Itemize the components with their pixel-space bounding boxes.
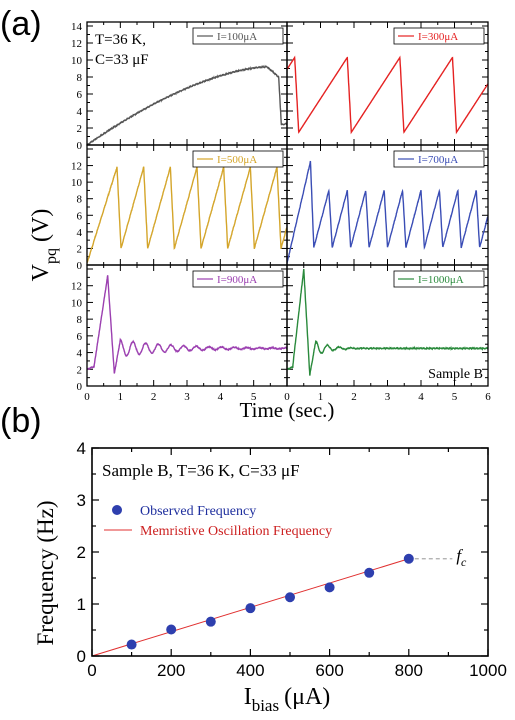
panel-a-legend-label: I=1000μA xyxy=(418,274,464,286)
panel-a-xtick-label: 5 xyxy=(251,391,257,403)
panel-b-xtick-label: 600 xyxy=(315,661,343,680)
panel-b-legend-marker xyxy=(112,505,122,515)
panel-b-ytick-label: 2 xyxy=(77,543,86,562)
panel-a-xtick-label: 4 xyxy=(418,391,424,403)
panel-a-xtick-label: 2 xyxy=(151,391,157,403)
panel-a-xtick-label: 2 xyxy=(351,391,357,403)
panel-b-ytick-label: 1 xyxy=(77,595,86,614)
panel-a-ytick-label: 4 xyxy=(77,106,83,118)
panel-a-ylabel-unit: (V) xyxy=(28,209,54,242)
panel-a-ytick-label: 12 xyxy=(71,161,82,173)
panel-a-sample-label: Sample B xyxy=(428,367,483,382)
panel-b-data-point xyxy=(364,567,375,578)
panel-a-xtick-label: 4 xyxy=(218,391,224,403)
panel-b-xlabel-main: I xyxy=(244,684,252,710)
panel-b-xlabel-sub: bias xyxy=(252,696,279,715)
panel-a-ytick-label: 10 xyxy=(71,297,83,309)
panel-a-ytick-label: 0 xyxy=(77,140,83,152)
panel-b-xtick-label: 400 xyxy=(236,661,264,680)
panel-a-legend-box xyxy=(192,27,284,45)
panel-a-ytick-label: 0 xyxy=(77,381,83,393)
panel-a-ylabel: Vpq (V) xyxy=(28,209,60,282)
panel-a-xtick-label: 0 xyxy=(284,391,290,403)
panel-b-frame xyxy=(91,447,489,657)
panel-a-ytick-label: 0 xyxy=(77,260,83,272)
panel-b-ylabel: Frequency (Hz) xyxy=(33,501,58,646)
panel-a-label: (a) xyxy=(0,5,42,43)
panel-a-ytick-label: 2 xyxy=(77,243,83,255)
panel-a-legend-label: I=100μA xyxy=(217,31,257,43)
panel-b-fc-label: fc xyxy=(456,546,467,569)
panel-b-xtick-label: 1000 xyxy=(469,661,507,680)
panel-a-ytick-label: 2 xyxy=(77,364,83,376)
panel-b-legend-label-1: Observed Frequency xyxy=(140,504,256,519)
panel-b-fc-sub: c xyxy=(461,555,467,569)
panel-a-trace-5 xyxy=(87,275,287,374)
panel-a-ytick-label: 14 xyxy=(71,21,83,33)
panel-a-xtick-label: 1 xyxy=(318,391,324,403)
panel-a-xtick-label: 3 xyxy=(385,391,391,403)
panel-a-trace-4 xyxy=(287,160,488,264)
panel-a-ytick-label: 4 xyxy=(77,348,83,360)
panel-a-ytick-label: 12 xyxy=(71,281,82,293)
panel-a-xtick-label: 1 xyxy=(118,391,124,403)
panel-a-legend-label: I=900μA xyxy=(217,274,257,286)
panel-a-ytick-label: 2 xyxy=(77,123,83,135)
panel-a-ytick-label: 6 xyxy=(77,210,83,222)
panel-b-xlabel: Ibias (μA) xyxy=(244,684,331,715)
panel-b-xtick-label: 0 xyxy=(87,661,96,680)
panel-a-legend-box xyxy=(192,270,284,288)
panel-a-xlabel: Time (sec.) xyxy=(240,398,335,422)
panel-b-data-point xyxy=(205,616,216,627)
panel-a-legend-box xyxy=(393,150,485,168)
panel-a-legend-label: I=500μA xyxy=(217,154,257,166)
panel-a-xtick-label: 3 xyxy=(184,391,190,403)
panel-b-xtick-label: 200 xyxy=(157,661,185,680)
panel-a-ytick-label: 10 xyxy=(71,177,83,189)
panel-b-label: (b) xyxy=(0,402,42,440)
panel-a-xtick-label: 0 xyxy=(84,391,90,403)
panel-a-legend-label: I=300μA xyxy=(418,31,458,43)
panel-a-subplot-frame xyxy=(286,264,489,387)
panel-a-condition-2: C=33 μF xyxy=(95,52,149,68)
panel-b-xlabel-unit: (μA) xyxy=(284,684,330,710)
panel-b-ytick-label: 4 xyxy=(77,439,86,458)
panel-a-trace-2 xyxy=(287,55,488,135)
panel-a-condition-1: T=36 K, xyxy=(95,32,146,48)
panel-a-ytick-label: 8 xyxy=(77,194,83,206)
panel-b-data-point xyxy=(285,592,295,603)
panel-b-data-point xyxy=(126,639,137,650)
panel-b-ytick-label: 0 xyxy=(77,647,86,666)
panel-a-trace-1 xyxy=(87,64,287,145)
panel-a-ytick-label: 4 xyxy=(77,227,83,239)
panel-a-ytick-label: 6 xyxy=(77,331,83,343)
panel-b-data-point xyxy=(403,553,414,564)
panel-b-ytick-label: 3 xyxy=(77,491,86,510)
panel-b-plot: 0 200 400 600 800 1000 0 1 2 3 4 fc Sample B, T=36 K… xyxy=(77,439,507,680)
panel-a-ylabel-sub: pq xyxy=(43,248,60,264)
panel-a-ytick-label: 6 xyxy=(77,89,83,101)
panel-a-legend-box xyxy=(393,270,485,288)
panel-a-ytick-label: 8 xyxy=(77,314,83,326)
panel-b-fc-main: f xyxy=(456,546,463,565)
panel-a-ytick-label: 10 xyxy=(71,55,83,67)
panel-a-legend-box xyxy=(393,27,485,45)
panel-b-data-point xyxy=(166,624,177,635)
panel-a-ytick-label: 12 xyxy=(71,38,82,50)
panel-a-ylabel-main: V xyxy=(28,263,54,281)
panel-a-xtick-label: 5 xyxy=(452,391,458,403)
panel-a-xtick-label: 6 xyxy=(485,391,491,403)
panel-b-data-point xyxy=(324,582,335,593)
panel-a-legend-label: I=700μA xyxy=(418,154,458,166)
panel-a-legend-box xyxy=(192,150,284,168)
panel-b-xtick-label: 800 xyxy=(395,661,423,680)
panel-b-data-point xyxy=(245,603,256,614)
panel-a-trace-3 xyxy=(87,166,287,264)
panel-a-trace-6 xyxy=(287,268,488,376)
panel-b-title: Sample B, T=36 K, C=33 μF xyxy=(102,461,300,480)
panel-a-ytick-label: 8 xyxy=(77,72,83,84)
panel-b-legend-label-2: Memristive Oscillation Frequency xyxy=(140,524,332,539)
